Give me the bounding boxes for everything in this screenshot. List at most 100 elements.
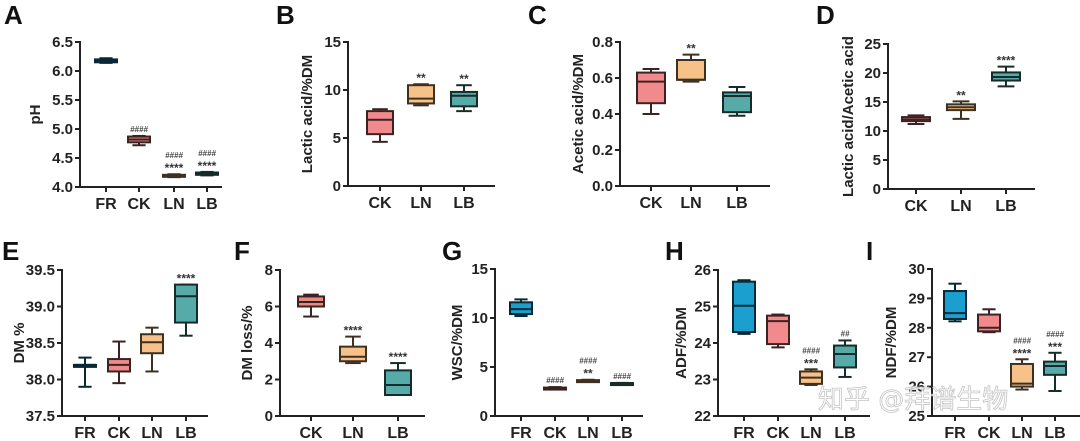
x-tick-label: CK [904,198,928,215]
box-ln: **#### [576,357,600,384]
x-tick-label: CK [368,195,392,212]
box-lb: **** [991,54,1021,88]
significance-hash: #### [198,149,216,158]
x-tick-label: FR [733,425,755,441]
x-tick-label: LN [410,195,431,212]
box-iqr [722,91,752,114]
y-tick-label: 25 [908,408,925,425]
y-tick-label: 0.4 [592,106,614,123]
y-tick-label: 0 [480,408,488,425]
panel-letter: H [665,236,684,266]
y-tick-label: 39.0 [26,299,55,316]
y-tick-label: 8 [265,262,273,279]
y-tick-label: 4.5 [52,150,73,167]
x-tick-label: CK [107,425,131,441]
y-tick-label: 0 [265,408,273,425]
box-fr [732,279,756,335]
significance-stars: **** [389,350,408,364]
y-tick-label: 5 [873,152,881,169]
x-tick-label: FR [944,425,966,441]
panel-letter: C [528,0,547,30]
y-tick-label: 6.0 [52,63,73,80]
significance-stars: *** [804,356,818,370]
y-tick-label: 15 [324,34,341,51]
y-tick-label: 28 [908,320,925,337]
y-tick-label: 15 [864,94,881,111]
panel-letter: A [4,0,23,30]
y-tick-label: 0.8 [592,34,613,51]
box-ck [107,340,131,385]
y-tick-label: 39.5 [26,262,55,279]
y-axis-label: ADF/%DM [673,307,690,379]
x-tick-label: LB [175,425,196,441]
box-ln: ** [407,71,435,107]
box-lb: **** [384,350,412,397]
box-ck: #### [127,125,151,147]
significance-hash: ## [841,329,850,338]
significance-stars: ** [416,71,426,85]
y-tick-label: 38.0 [26,372,55,389]
panel-letter: G [442,236,462,266]
x-tick-label: LN [141,425,162,441]
x-tick-label: FR [510,425,532,441]
box-iqr [174,283,198,324]
significance-stars: **** [198,159,217,173]
box-ck [977,308,1001,334]
y-axis-label: DM loss/% [239,305,256,380]
box-iqr [732,280,756,334]
box-iqr [977,313,1001,333]
box-iqr [407,84,435,105]
y-tick-label: 5 [333,130,341,147]
y-tick-label: 4 [265,335,274,352]
y-tick-label: 4.0 [52,179,73,196]
box-ln: ****#### [162,151,186,179]
y-tick-label: 37.5 [26,408,55,425]
significance-hash: #### [546,376,564,385]
y-axis-label: pH [27,105,44,125]
y-tick-label: 10 [471,310,488,327]
x-tick-label: CK [639,195,663,212]
x-tick-label: LN [950,198,971,215]
significance-hash: #### [130,125,148,134]
significance-stars: **** [344,324,363,338]
box-fr [943,282,967,323]
x-tick-label: CK [977,425,1001,441]
y-axis-label: Lactic acid/Acetic acid [840,36,857,197]
box-ck [366,108,394,143]
significance-stars: **** [997,54,1016,68]
x-tick-label: FR [95,196,117,213]
x-tick-label: FR [74,425,96,441]
x-tick-label: LB [834,425,855,441]
y-tick-label: 6.5 [52,34,73,51]
box-iqr [766,314,790,346]
y-axis-label: DM % [11,323,28,364]
x-tick-label: CK [299,425,323,441]
y-tick-label: 25 [694,299,711,316]
y-tick-label: 29 [908,290,925,307]
x-tick-label: CK [543,425,567,441]
box-ck [766,313,790,349]
box-lb: ***#### [1043,330,1067,393]
box-ln: ***#### [799,346,823,386]
significance-hash: #### [1013,336,1031,345]
panel-c: C 0.0 0.2 0.4 0.6 0.8 Acetic acid/%DM CK LN LB ** [528,0,770,212]
y-axis-label: NDF/%DM [883,307,900,379]
y-tick-label: 22 [694,408,711,425]
box-lb [722,86,752,117]
y-tick-label: 0 [873,181,881,198]
y-tick-label: 27 [908,349,925,366]
panel-letter: D [816,0,835,30]
x-tick-label: LN [163,196,184,213]
y-tick-label: 6 [265,299,273,316]
box-fr [94,57,118,64]
box-ln: ** [676,42,706,83]
y-tick-label: 23 [694,372,711,389]
x-tick-label: LN [1011,425,1032,441]
y-tick-label: 38.5 [26,335,55,352]
y-tick-label: 24 [694,335,711,352]
box-ck: #### [543,376,567,391]
x-tick-label: LN [577,425,598,441]
box-fr [509,298,533,318]
